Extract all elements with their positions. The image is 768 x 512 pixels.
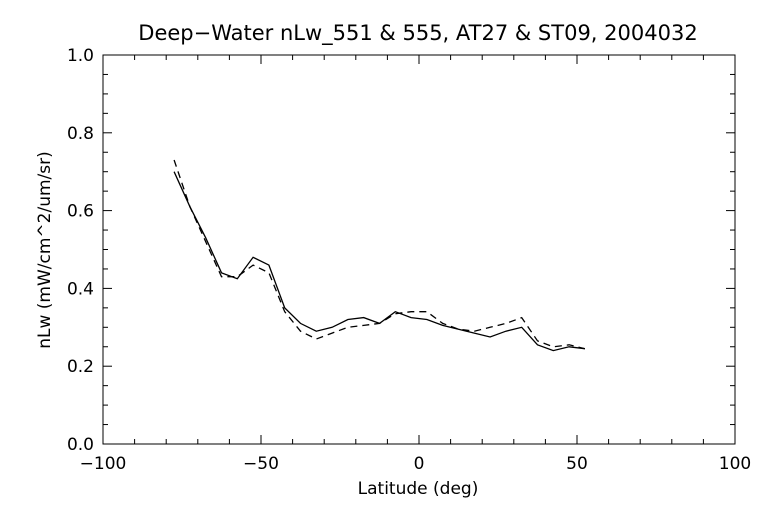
x-tick-label: 100 <box>719 454 751 474</box>
series-line-2-dashed <box>173 159 586 350</box>
x-axis-label: Latitude (deg) <box>358 479 479 499</box>
y-tick-label: 0.6 <box>67 202 94 222</box>
x-tick-label: −50 <box>243 454 279 474</box>
y-tick-label: 0.8 <box>67 124 94 144</box>
y-tick-label: 1.0 <box>67 46 94 66</box>
y-tick-label: 0.0 <box>67 435 94 455</box>
y-axis-label: nLw (mW/cm^2/um/sr) <box>35 151 55 349</box>
series-group <box>173 159 586 352</box>
x-tick-label: −100 <box>80 454 127 474</box>
x-tick-label: 50 <box>566 454 588 474</box>
plot-frame <box>102 54 736 445</box>
y-tick-label: 0.4 <box>67 279 94 299</box>
x-tick-label: 0 <box>414 454 425 474</box>
ticks: −100 −50 0 50 100 0.0 0.2 0.4 0.6 0.8 1.0 <box>67 46 751 474</box>
chart-title: Deep−Water nLw_551 & 555, AT27 & ST09, 2… <box>138 21 697 46</box>
y-tick-label: 0.2 <box>67 357 94 377</box>
